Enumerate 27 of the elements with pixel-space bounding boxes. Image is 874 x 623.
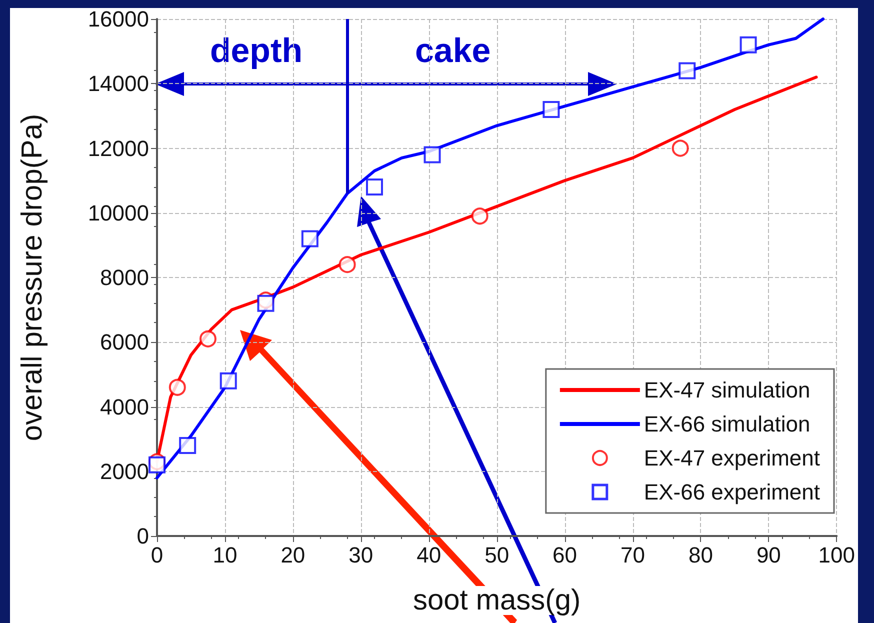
x-tick-label: 30: [348, 542, 374, 568]
x-tick-label: 50: [484, 542, 510, 568]
y-tick-label: 2000: [100, 458, 149, 484]
y-tick-label: 12000: [88, 136, 149, 161]
annotation: cake: [415, 32, 491, 70]
x-tick-label: 70: [620, 542, 645, 568]
x-tick-label: 40: [416, 542, 442, 568]
x-tick-label: 10: [212, 542, 238, 568]
y-tick-label: 10000: [88, 200, 149, 226]
legend-label: EX-47 experiment: [644, 446, 820, 470]
x-tick-label: 80: [688, 542, 713, 568]
y-tick-label: 16000: [88, 6, 149, 32]
y-axis-title: overall pressure drop(Pa): [16, 114, 48, 442]
annotation: depth: [210, 32, 303, 70]
x-tick-label: 90: [756, 542, 781, 568]
x-tick-label: 60: [552, 542, 578, 568]
y-tick-label: 6000: [100, 330, 149, 355]
x-axis-title: soot mass(g): [413, 584, 581, 616]
legend-label: EX-66 simulation: [644, 412, 810, 436]
y-tick-label: 8000: [100, 265, 149, 290]
x-tick-label: 100: [818, 542, 856, 568]
y-tick-label: 0: [136, 524, 149, 548]
legend-label: EX-47 simulation: [644, 378, 810, 402]
y-tick-label: 14000: [88, 71, 149, 96]
y-tick-label: 4000: [100, 394, 149, 420]
legend-label: EX-66 experiment: [644, 480, 820, 504]
x-tick-label: 20: [280, 542, 306, 568]
